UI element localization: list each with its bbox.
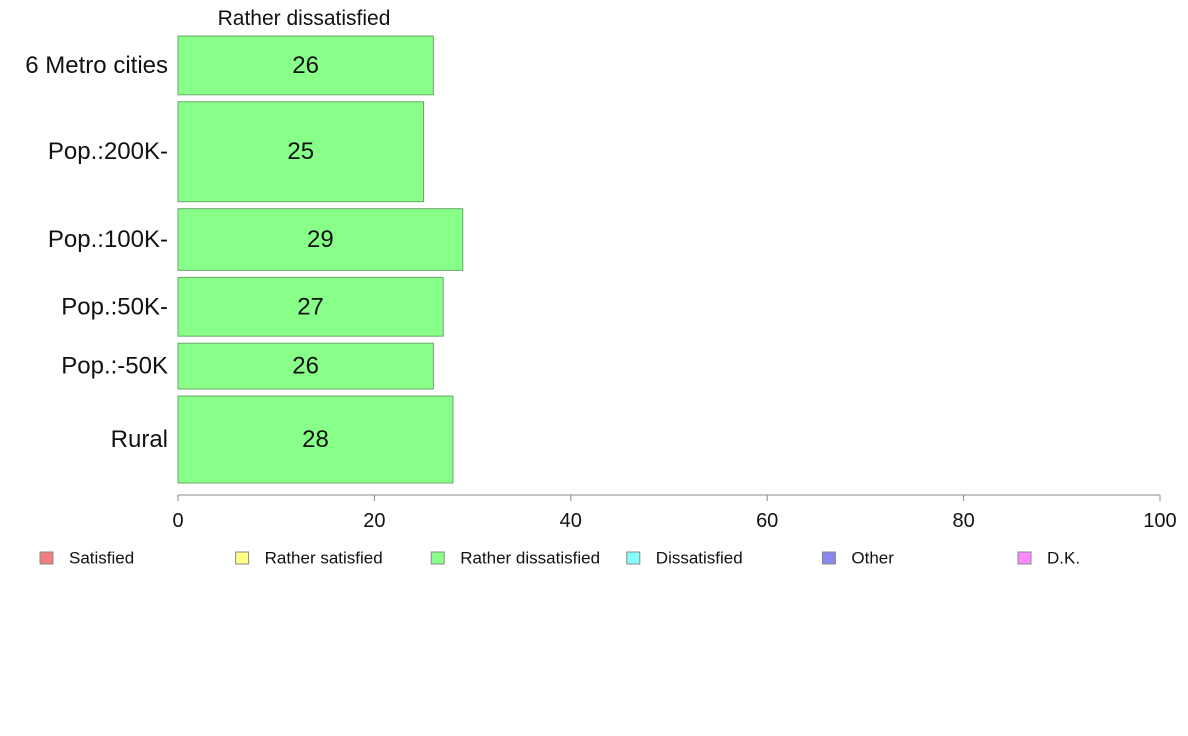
- legend-swatch: [39, 551, 54, 565]
- x-tick-label: 40: [560, 510, 582, 532]
- x-tick-label: 60: [756, 510, 778, 532]
- x-tick-label: 20: [363, 510, 385, 532]
- legend-label: Rather dissatisfied: [460, 549, 600, 568]
- x-tick-label: 0: [172, 510, 183, 532]
- data-label: 26: [292, 353, 319, 380]
- legend-swatch: [1017, 551, 1032, 565]
- data-label: 28: [302, 426, 329, 453]
- legend-label: Other: [851, 549, 894, 568]
- bar: [177, 342, 434, 390]
- category-label: Rural: [111, 426, 168, 453]
- x-axis: 0 20 40 60 80 100: [172, 494, 1177, 532]
- data-label: 26: [292, 52, 319, 79]
- legend-swatch: [430, 551, 445, 565]
- legend-label: D.K.: [1047, 549, 1080, 568]
- bar: [177, 101, 424, 203]
- data-label: 29: [307, 226, 334, 253]
- legend-label: Rather satisfied: [265, 549, 383, 568]
- category-label: Pop.:50K-: [61, 293, 168, 320]
- category-label: Pop.:100K-: [48, 226, 168, 253]
- category-label: Pop.:-50K: [61, 353, 168, 380]
- data-label: 27: [297, 293, 324, 320]
- bar-group: 6 Metro cities 26 Pop.:200K- 25 Pop.:100K- 29…: [25, 35, 464, 484]
- legend-swatch: [821, 551, 836, 565]
- legend-swatch: [626, 551, 641, 565]
- bar: [177, 395, 454, 484]
- legend-label: Satisfied: [69, 549, 134, 568]
- legend-swatch: [235, 551, 250, 565]
- category-label: Pop.:200K-: [48, 138, 168, 165]
- chart-title: Rather dissatisfied: [218, 7, 391, 30]
- x-tick-label: 100: [1143, 510, 1176, 532]
- x-tick-label: 80: [952, 510, 974, 532]
- legend: Satisfied Rather satisfied Rather dissatis…: [39, 549, 1080, 568]
- data-label: 25: [287, 138, 314, 165]
- bar: [177, 35, 434, 96]
- legend-label: Dissatisfied: [656, 549, 743, 568]
- category-label: 6 Metro cities: [25, 52, 168, 79]
- bar: [177, 276, 444, 337]
- bar: [177, 208, 464, 271]
